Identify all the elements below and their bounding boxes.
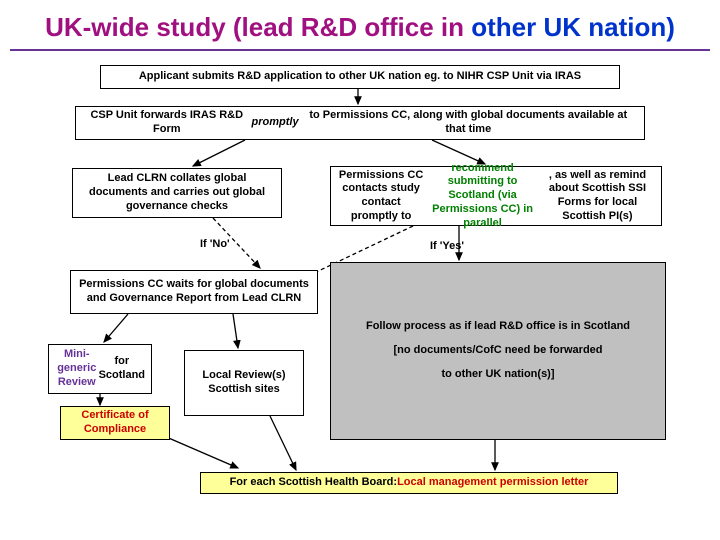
box-step3_right: Permissions CC contacts study contact pr…: [330, 166, 662, 226]
box-step2: CSP Unit forwards IRAS R&D Form promptly…: [75, 106, 645, 140]
box-footer: For each Scottish Health Board: Local ma…: [200, 472, 618, 494]
title-part1: UK-wide study (lead R&D office in: [45, 12, 471, 42]
box-step1: Applicant submits R&D application to oth…: [100, 65, 620, 89]
arrow-7: [233, 314, 238, 348]
box-wait: Permissions CC waits for global document…: [70, 270, 318, 314]
arrow-10: [270, 416, 296, 470]
label-if_yes: If 'Yes': [430, 240, 464, 252]
box-local_review: Local Review(s) Scottish sites: [184, 350, 304, 416]
box-follow_process: Follow process as if lead R&D office is …: [330, 262, 666, 440]
title-part2: other UK nation): [471, 12, 675, 42]
label-if_no: If 'No': [200, 238, 230, 250]
box-mini_generic: Mini-generic Review for Scotland: [48, 344, 152, 394]
page-title: UK-wide study (lead R&D office in other …: [0, 0, 720, 49]
arrow-6: [104, 314, 128, 342]
title-divider: [10, 49, 710, 51]
arrow-9: [164, 436, 238, 468]
arrow-1: [193, 140, 245, 166]
arrow-2: [432, 140, 485, 164]
box-certificate: Certificate of Compliance: [60, 406, 170, 440]
box-step3_left: Lead CLRN collates global documents and …: [72, 168, 282, 218]
